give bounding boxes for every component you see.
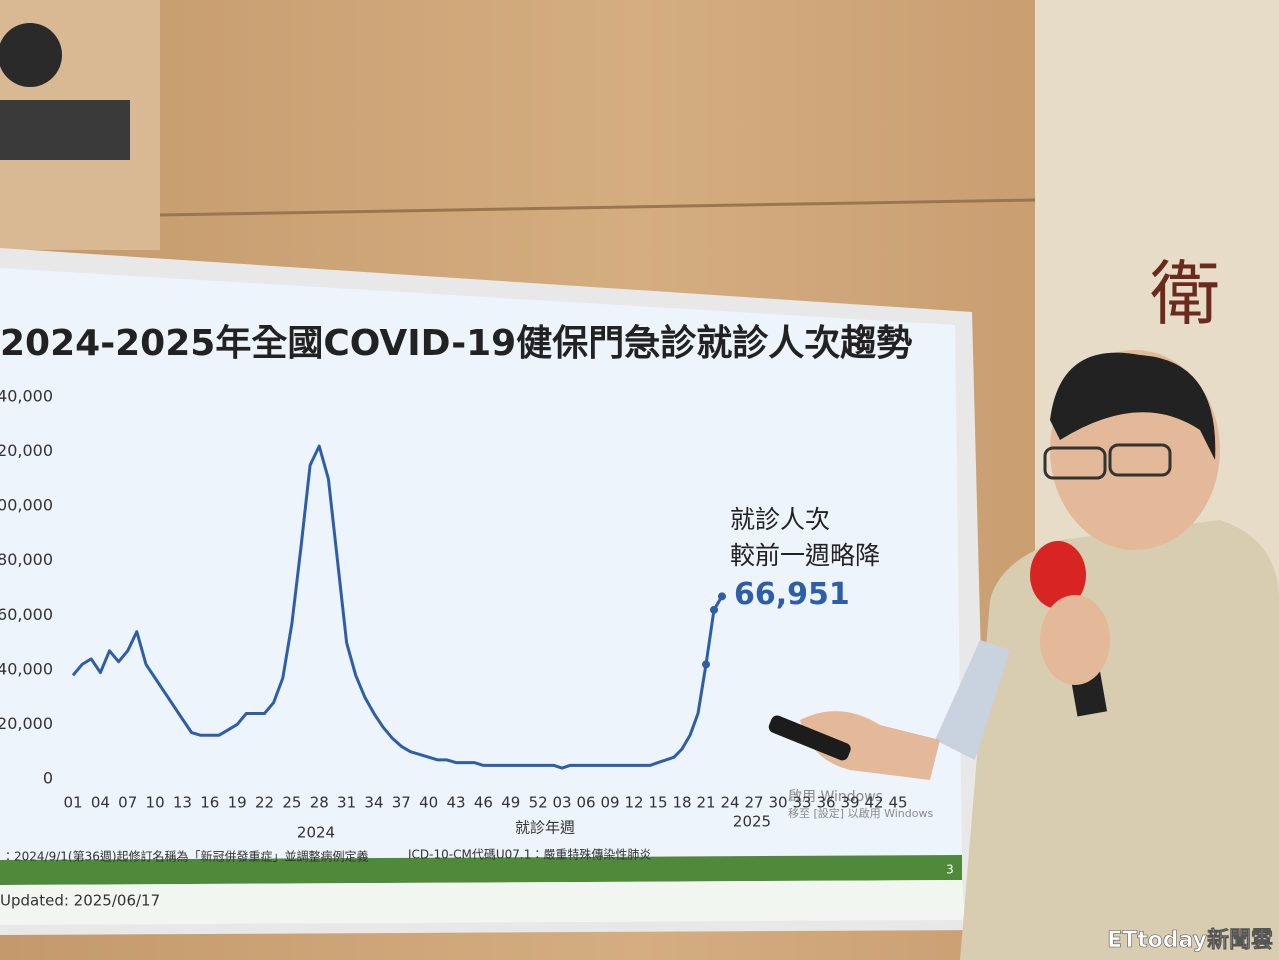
credit: ETtoday新聞雲 <box>1107 927 1273 953</box>
x-tick-label: 01 <box>63 794 82 812</box>
x-tick-label: 15 <box>648 794 667 812</box>
x-tick-label: 33 <box>792 794 811 812</box>
year-label: 2025 <box>733 813 771 831</box>
data-line <box>71 444 724 770</box>
x-tick-label: 13 <box>173 794 192 812</box>
x-tick-label: 39 <box>840 794 859 812</box>
value-label: 66,951 <box>734 577 850 612</box>
x-tick-label: 06 <box>576 794 595 812</box>
y-tick-label: 40,000 <box>0 659 53 678</box>
x-tick-label: 31 <box>337 794 356 812</box>
page-number: 3 <box>946 863 954 877</box>
x-tick-label: 40 <box>419 794 438 812</box>
x-axis-title: 就診年週 <box>515 819 575 837</box>
y-tick-label: 120,000 <box>0 441 53 460</box>
x-tick-label: 19 <box>228 794 247 812</box>
wall-seam <box>159 198 1036 217</box>
camera <box>0 23 62 87</box>
x-tick-label: 03 <box>552 794 571 812</box>
x-tick-label: 37 <box>392 794 411 812</box>
glasses <box>1043 446 1107 480</box>
y-tick-label: 100,000 <box>0 496 53 515</box>
camera-shelf <box>0 100 130 160</box>
glasses <box>1108 443 1172 477</box>
hand <box>800 711 940 780</box>
chart-title: 2024-2025年全國COVID-19健保門急診就診人次趨勢 <box>0 323 912 364</box>
clicker <box>768 715 851 761</box>
x-tick-label: 12 <box>624 794 643 812</box>
x-tick-label: 10 <box>146 794 165 812</box>
y-tick-label: 140,000 <box>0 387 53 406</box>
plot: 0 20,000 40,000 60,000 80,000 100,000 120,000 1… <box>0 387 908 812</box>
hand <box>1040 595 1110 685</box>
data-point <box>710 605 718 614</box>
x-tick-label: 52 <box>529 794 548 812</box>
x-tick-label: 34 <box>364 794 383 812</box>
x-tick-label: 42 <box>864 794 883 812</box>
updated: Updated: 2025/06/17 <box>0 892 160 910</box>
footnote: ：2024/9/1(第36週)起修訂名稱為「新冠併發重症」並調整病例定義 <box>2 849 369 864</box>
x-tick-label: 46 <box>474 794 493 812</box>
x-tick-label: 21 <box>696 794 715 812</box>
x-tick-label: 28 <box>310 794 329 812</box>
x-tick-label: 24 <box>720 794 739 812</box>
data-point <box>702 660 710 669</box>
x-tick-label: 18 <box>672 794 691 812</box>
x-tick-label: 16 <box>200 794 219 812</box>
watermark: 移至 [設定] 以啟用 Windows <box>788 806 933 820</box>
x-tick-label: 22 <box>255 794 274 812</box>
x-tick-label: 36 <box>816 794 835 812</box>
data-point <box>718 592 726 601</box>
x-tick-label: 27 <box>744 794 763 812</box>
annotation: 就診人次 <box>730 505 830 534</box>
year-label: 2024 <box>297 824 335 842</box>
slide-footer <box>0 880 965 925</box>
x-tick-label: 43 <box>446 794 465 812</box>
presenter-hair <box>1050 352 1216 460</box>
presenter-sleeve <box>935 640 1010 760</box>
watermark: 啟用 Windows <box>788 789 883 805</box>
microphone <box>1030 541 1086 609</box>
x-tick-label: 30 <box>768 794 787 812</box>
slide-band <box>0 855 962 885</box>
x-tick-label: 07 <box>118 794 137 812</box>
x-tick-label: 09 <box>600 794 619 812</box>
x-tick-label: 49 <box>501 794 520 812</box>
footnote: ICD-10-CM代碼U07.1：嚴重特殊傳染性肺炎 <box>408 847 651 862</box>
annotation: 較前一週略降 <box>730 541 880 570</box>
presenter-vest <box>960 520 1279 960</box>
x-tick-label: 25 <box>282 794 301 812</box>
x-tick-label: 04 <box>91 794 110 812</box>
x-tick-label: 45 <box>888 794 907 812</box>
y-tick-label: 60,000 <box>0 605 53 624</box>
y-tick-label: 20,000 <box>0 714 53 733</box>
wall-sign: 衛 <box>1150 253 1220 335</box>
y-tick-label: 80,000 <box>0 550 53 569</box>
y-tick-label: 0 <box>43 769 53 788</box>
